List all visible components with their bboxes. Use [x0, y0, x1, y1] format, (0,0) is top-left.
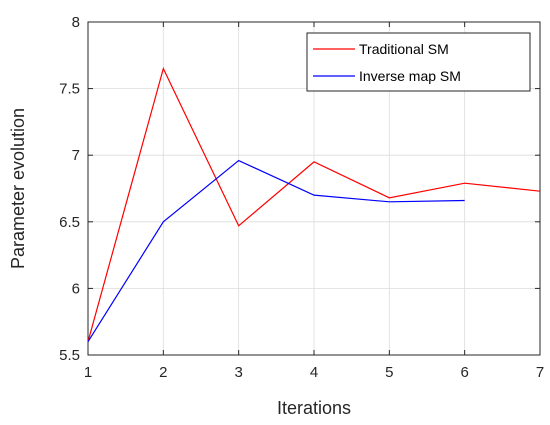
series-line-inverse-map-sm [87, 159, 465, 342]
x-tick-label: 5 [385, 364, 393, 381]
series-lines [87, 66, 541, 342]
y-tick-label: 6.5 [59, 214, 80, 231]
x-tick-label: 4 [310, 364, 318, 381]
legend-label-inverse-map-sm: Inverse map SM [359, 68, 461, 84]
y-axis-ticks: 5.5 6 6.5 7 7.5 8 [59, 14, 540, 364]
y-tick-label: 7 [72, 147, 80, 164]
y-tick-label: 5.5 [59, 347, 80, 364]
x-tick-label: 7 [536, 364, 544, 381]
y-tick-label: 7.5 [59, 81, 80, 98]
x-tick-label: 2 [159, 364, 167, 381]
x-tick-label: 1 [84, 364, 92, 381]
x-tick-label: 6 [460, 364, 468, 381]
series-line-traditional-sm [87, 66, 541, 342]
y-tick-label: 6 [72, 280, 80, 297]
x-axis-label: Iterations [277, 398, 351, 418]
y-axis-label: Parameter evolution [8, 108, 28, 269]
legend-label-traditional-sm: Traditional SM [359, 41, 449, 57]
x-tick-label: 3 [234, 364, 242, 381]
y-tick-label: 8 [72, 14, 80, 31]
legend-box [306, 32, 531, 92]
legend: Traditional SM Inverse map SM [306, 32, 531, 92]
x-axis-ticks: 1 2 3 4 5 6 7 [84, 22, 544, 381]
